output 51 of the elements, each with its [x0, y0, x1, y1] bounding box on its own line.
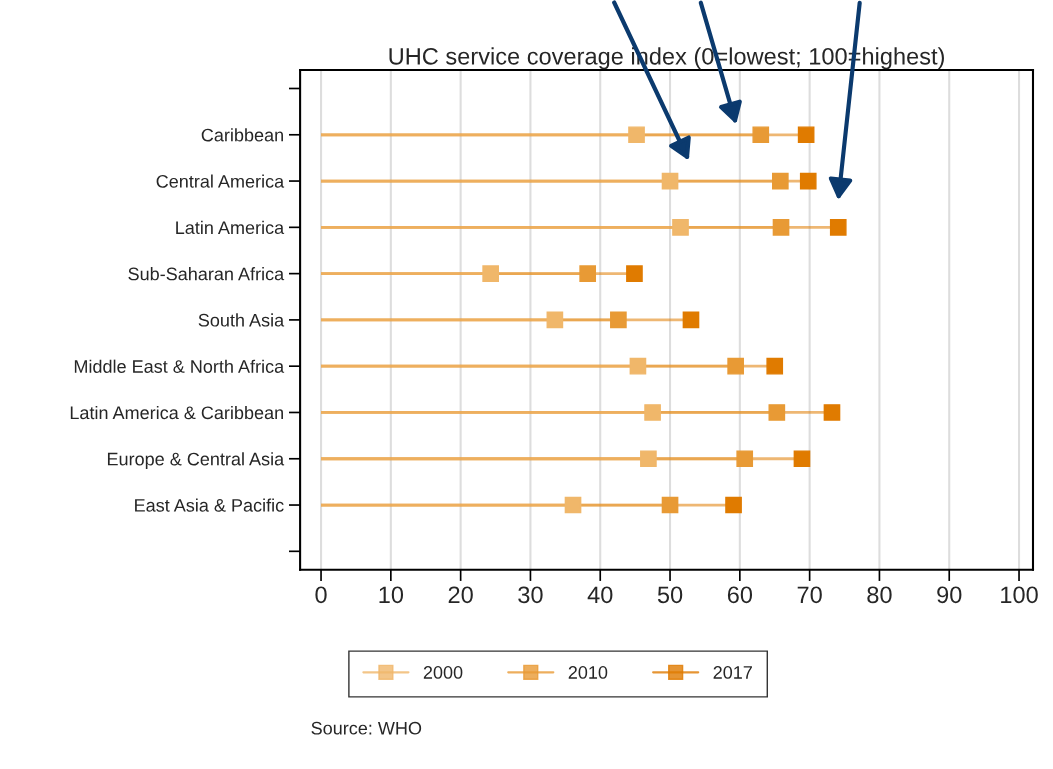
x-tick-label: 70: [797, 586, 822, 604]
point: [579, 265, 597, 282]
point: [661, 172, 679, 190]
point: [644, 404, 661, 421]
point: [752, 126, 770, 144]
point: [727, 357, 744, 375]
x-tick-label: 60: [727, 586, 753, 604]
y-tick-label: Latin America & Caribbean: [70, 405, 283, 420]
point: [629, 357, 647, 375]
x-tick-label: 0: [315, 586, 327, 604]
y-tick-label: Latin America: [176, 220, 285, 235]
point: [610, 311, 627, 329]
x-tick-label: 20: [448, 586, 473, 604]
y-tick-label: East Asia & Pacific: [135, 498, 284, 512]
point: [771, 172, 789, 190]
y-tick-label: Middle East & North Africa: [74, 359, 285, 373]
y-tick-label: Sub-Saharan Africa: [128, 267, 285, 281]
point: [682, 311, 700, 329]
point: [672, 219, 689, 236]
y-tick-label: South Asia: [198, 313, 285, 327]
point: [793, 450, 811, 468]
x-tick-label: 10: [379, 586, 404, 604]
point: [640, 450, 657, 468]
x-tick-label: 40: [587, 586, 613, 604]
x-tick-label: 90: [937, 586, 962, 604]
point: [799, 172, 817, 190]
point: [661, 496, 679, 514]
y-tick-label: Central America: [156, 174, 285, 188]
point: [626, 265, 643, 282]
x-tick-label: 80: [867, 586, 892, 604]
point: [823, 404, 841, 421]
point: [766, 357, 784, 375]
point: [482, 265, 499, 282]
x-tick-label: 100: [1001, 586, 1038, 604]
x-tick-label: 30: [518, 586, 543, 604]
source-note: Source: WHO: [311, 721, 422, 735]
point: [797, 126, 815, 144]
point: [772, 219, 790, 236]
legend-label: 2010: [568, 666, 608, 679]
legend-label: 2000: [423, 666, 463, 679]
point: [736, 450, 754, 468]
point: [546, 311, 564, 329]
point: [725, 496, 742, 514]
point: [768, 404, 786, 421]
legend-label: 2017: [713, 666, 752, 679]
y-tick-label: Caribbean: [201, 128, 283, 142]
x-tick-label: 50: [657, 586, 683, 604]
y-tick-label: Europe & Central Asia: [107, 452, 285, 470]
point: [564, 496, 582, 514]
point: [829, 219, 847, 236]
point: [628, 126, 645, 144]
